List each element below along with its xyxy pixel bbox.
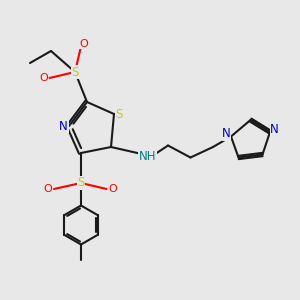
Text: S: S <box>77 176 85 190</box>
Text: O: O <box>39 73 48 83</box>
Text: N: N <box>270 122 279 136</box>
Text: N: N <box>222 127 231 140</box>
Text: NH: NH <box>139 149 156 163</box>
Text: O: O <box>109 184 118 194</box>
Text: O: O <box>43 184 52 194</box>
Text: S: S <box>116 107 123 121</box>
Text: O: O <box>80 38 88 49</box>
Text: S: S <box>71 65 79 79</box>
Text: N: N <box>59 119 68 133</box>
